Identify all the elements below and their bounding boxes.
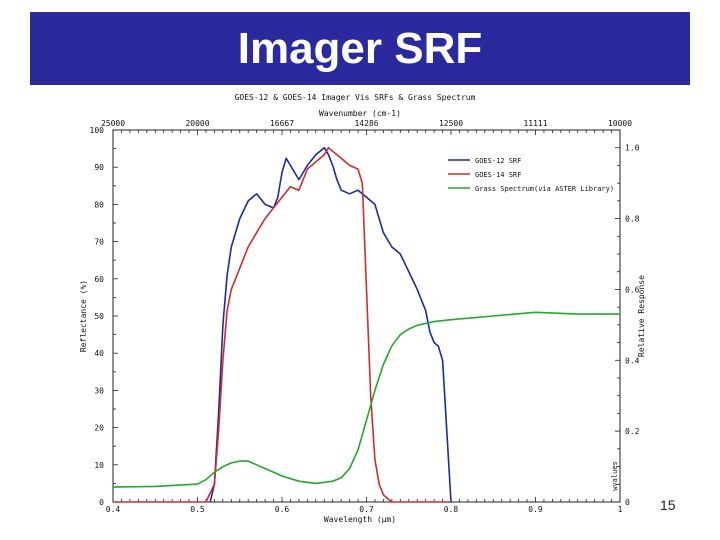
top-tick-label: 11111 (523, 119, 547, 128)
left-tick-label: 70 (94, 238, 104, 247)
series-line-2 (112, 311, 620, 488)
right-tick-label: 0.8 (625, 215, 640, 224)
chart-title: GOES-12 & GOES-14 Imager Vis SRFs & Gras… (235, 93, 476, 102)
left-tick-label: 30 (94, 386, 104, 395)
right-tick-label: 1.0 (625, 144, 640, 153)
legend-label-2: Grass Spectrum(via ASTER Library) (475, 185, 614, 193)
left-tick-label: 10 (94, 461, 104, 470)
right-axis-label: Relative Response (637, 275, 646, 357)
right-tick-label: 0.6 (625, 285, 640, 294)
top-tick-label: 14286 (354, 119, 378, 128)
x-tick-label: 0.6 (275, 505, 290, 514)
legend-label-0: GOES-12 SRF (475, 157, 521, 165)
slide-title: Imager SRF (237, 23, 483, 73)
top-tick-label: 10000 (608, 119, 632, 128)
legend-label-1: GOES-14 SRF (475, 171, 521, 179)
top-tick-label: 12500 (439, 119, 463, 128)
series-line-1 (113, 146, 451, 503)
left-tick-label: 90 (94, 163, 104, 172)
top-tick-label: 20000 (185, 119, 209, 128)
series-line-0 (209, 146, 452, 503)
top-tick-label: 16667 (270, 119, 294, 128)
left-tick-label: 60 (94, 275, 104, 284)
right-tick-label: 0.2 (625, 427, 640, 436)
watermark-label: wvalues (611, 461, 619, 491)
x-axis-label: Wavelength (μm) (324, 515, 396, 524)
right-tick-label: 0 (625, 498, 630, 507)
x-tick-label: 0.7 (359, 505, 374, 514)
x-tick-label: 0.9 (528, 505, 543, 514)
left-tick-label: 20 (94, 424, 104, 433)
top-axis-label: Wavenumber (cm-1) (319, 109, 401, 118)
slide-number: 15 (660, 497, 676, 513)
x-tick-label: 0.8 (444, 505, 459, 514)
title-bar: Imager SRF (30, 12, 690, 85)
left-tick-label: 40 (94, 349, 104, 358)
left-tick-label: 80 (94, 200, 104, 209)
top-tick-label: 25000 (101, 119, 125, 128)
right-tick-label: 0.4 (625, 356, 640, 365)
x-tick-label: 1 (618, 505, 623, 514)
left-tick-label: 50 (94, 312, 104, 321)
x-tick-label: 0.5 (190, 505, 205, 514)
left-axis-label: Reflectance (%) (79, 280, 88, 352)
left-tick-label: 100 (90, 126, 105, 135)
left-tick-label: 0 (99, 498, 104, 507)
x-tick-label: 0.4 (106, 505, 121, 514)
